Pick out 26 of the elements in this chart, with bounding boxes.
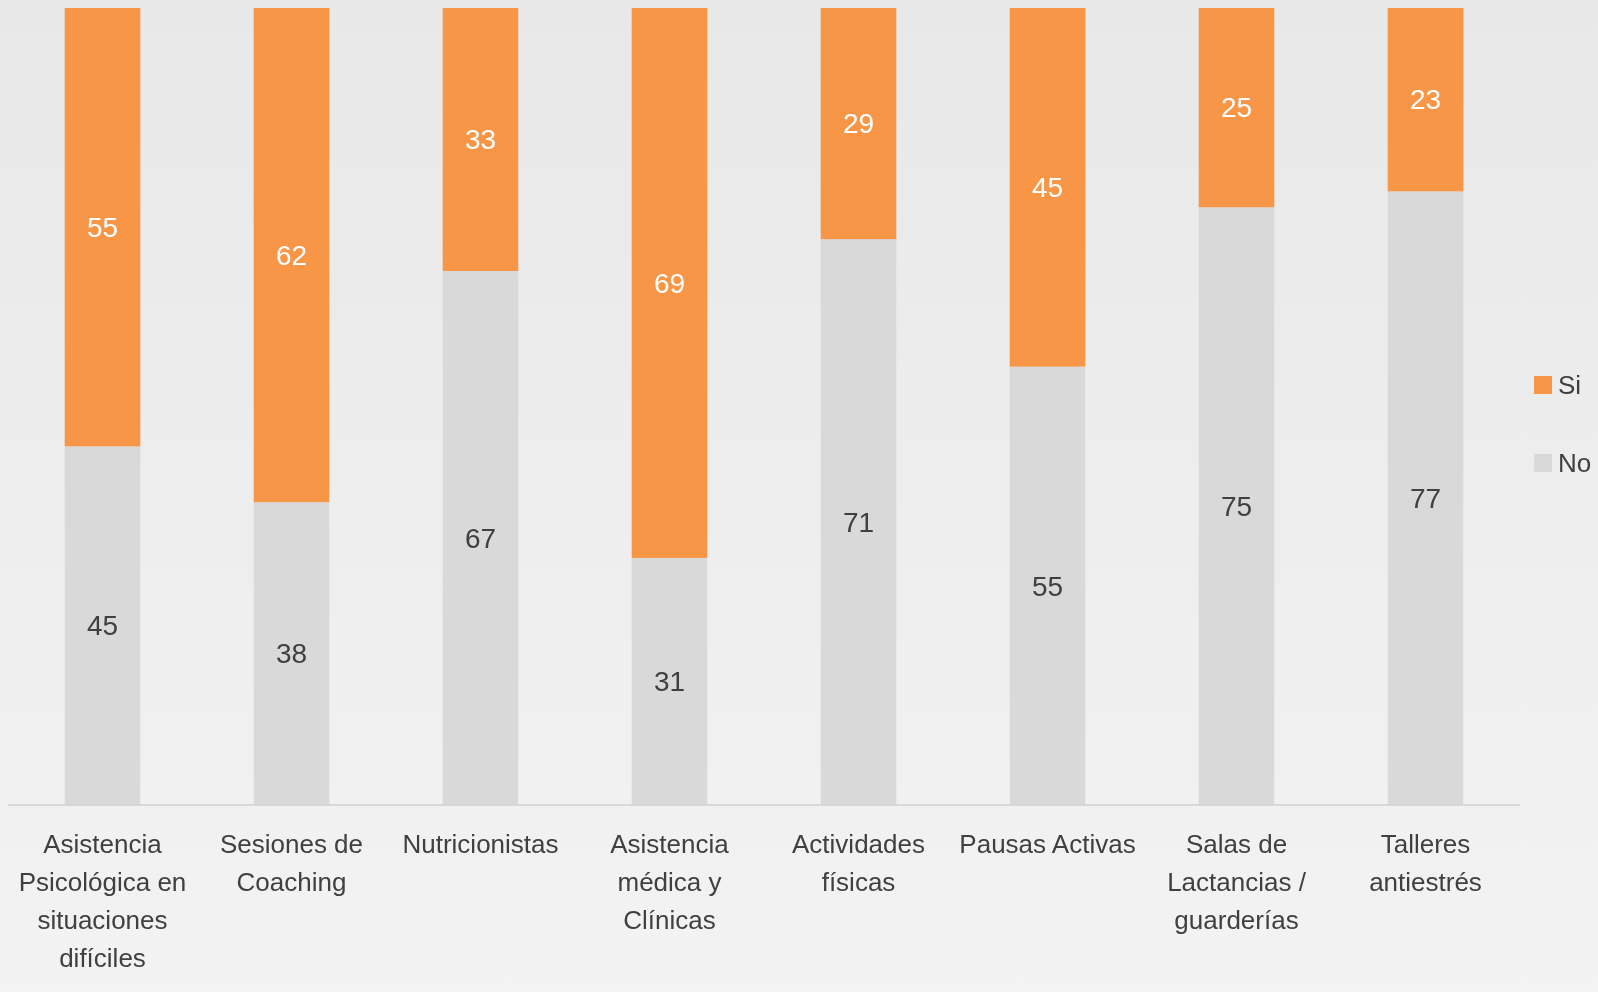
data-label: 38: [275, 638, 308, 670]
data-label: 71: [842, 506, 875, 538]
data-label: 77: [1409, 482, 1442, 514]
data-label: 25: [1220, 92, 1253, 124]
data-label: 23: [1409, 84, 1442, 116]
data-label: 69: [653, 267, 686, 299]
data-label: 67: [464, 522, 497, 554]
data-label: 33: [464, 124, 497, 156]
data-label: 55: [86, 211, 119, 243]
data-label: 75: [1220, 490, 1253, 522]
x-tick-label: Pausas Activas: [959, 829, 1136, 859]
x-tick-label: Asistencia médica y Clínicas: [610, 829, 730, 935]
x-tick-label: Actividades físicas: [792, 829, 925, 897]
x-tick-label: Sesiones de Coaching: [219, 829, 364, 897]
data-label: 55: [1031, 570, 1064, 602]
x-tick-label: Nutricionistas: [402, 829, 559, 859]
x-tick-label: Salas de Lactancias / guarderías: [1167, 829, 1307, 935]
data-label: 62: [275, 239, 308, 271]
x-tick-label: Asistencia Psicológica en situaciones difíciles: [18, 829, 187, 973]
data-label: 45: [1031, 172, 1064, 204]
legend-label: Si: [1558, 370, 1582, 401]
data-label: 31: [653, 666, 686, 698]
data-label: 29: [842, 108, 875, 140]
data-label: 45: [86, 610, 119, 642]
x-tick-label: Talleres antiestrés: [1369, 829, 1482, 897]
legend-label: No: [1558, 448, 1592, 479]
